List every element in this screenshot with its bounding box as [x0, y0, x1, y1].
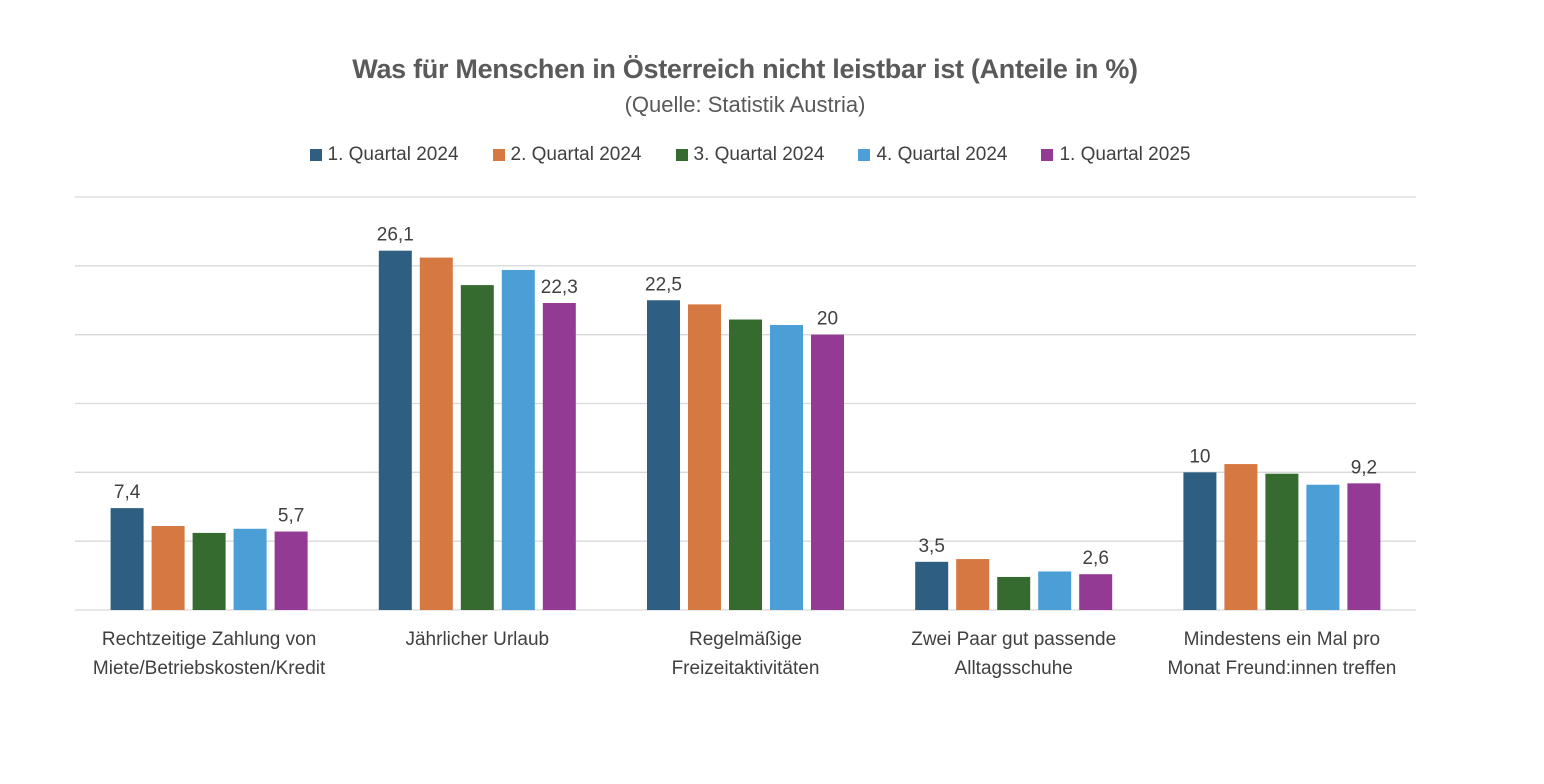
data-label: 22,5 — [645, 274, 682, 295]
data-label: 3,5 — [918, 536, 944, 557]
bar — [811, 334, 844, 610]
bar — [770, 325, 803, 610]
category-label-line: Alltagsschuhe — [955, 658, 1073, 679]
legend-swatch — [675, 149, 688, 161]
bar — [378, 250, 412, 610]
bar — [729, 319, 762, 610]
category-label: Mindestens ein Mal pro Monat Freund:innen… — [1167, 629, 1396, 679]
data-label: 10 — [1189, 446, 1210, 467]
bar — [501, 269, 535, 610]
category-label-line: Regelmäßige — [689, 629, 802, 650]
legend-item: 3. Quartal 2024 — [675, 144, 825, 166]
bar — [151, 526, 185, 610]
category-label-line: Zwei Paar gut passende — [911, 629, 1116, 650]
category-label-line: Freizeitaktivitäten — [672, 658, 820, 679]
data-label: 5,7 — [278, 506, 304, 527]
legend-item: 1. Quartal 2025 — [1041, 144, 1190, 166]
bar — [688, 304, 721, 610]
category-label-line: Rechtzeitige Zahlung von — [102, 629, 316, 650]
legend-swatch — [492, 149, 505, 161]
chart-title: Was für Menschen in Österreich nicht lei… — [352, 54, 1138, 84]
category-label: Jährlicher Urlaub — [405, 629, 549, 650]
category-label: Regelmäßige Freizeitaktivitäten — [672, 629, 820, 679]
bar — [233, 528, 267, 610]
category-label-line: Mindestens ein Mal pro — [1184, 629, 1380, 650]
legend-item: 4. Quartal 2024 — [858, 144, 1007, 166]
data-label: 7,4 — [114, 482, 141, 503]
legend-swatch — [309, 149, 322, 161]
bar — [1306, 484, 1340, 610]
category-label-line: Monat Freund:innen treffen — [1167, 658, 1396, 679]
category-label-line: Miete/Betriebskosten/Kredit — [93, 658, 326, 679]
bar — [915, 561, 949, 610]
bar — [997, 576, 1031, 610]
bar — [460, 285, 494, 610]
bar — [1079, 574, 1113, 610]
bar — [1224, 464, 1258, 610]
bar — [1347, 483, 1381, 610]
bar — [1265, 473, 1299, 610]
bar — [1183, 472, 1217, 610]
bar — [274, 531, 308, 610]
category-label: Rechtzeitige Zahlung von Miete/Betriebsko… — [93, 629, 326, 679]
legend-label: 2. Quartal 2024 — [510, 144, 642, 165]
legend-item: 2. Quartal 2024 — [492, 144, 642, 166]
bar — [956, 559, 990, 610]
legend-swatch — [1041, 149, 1054, 161]
chart-subtitle: (Quelle: Statistik Austria) — [624, 92, 866, 117]
legend-swatch — [858, 149, 871, 161]
bar — [110, 508, 144, 610]
data-label: 2,6 — [1082, 548, 1108, 569]
bar — [1038, 571, 1072, 610]
legend-label: 3. Quartal 2024 — [693, 144, 825, 165]
data-label: 26,1 — [377, 225, 414, 246]
bar — [647, 300, 680, 610]
bar — [542, 303, 576, 610]
legend-label: 1. Quartal 2025 — [1059, 144, 1191, 165]
legend-item: 1. Quartal 2024 — [309, 144, 459, 166]
bar — [192, 532, 226, 610]
data-label: 22,3 — [541, 277, 578, 298]
data-label: 20 — [817, 309, 838, 330]
category-label: Zwei Paar gut passende Alltagsschuhe — [911, 629, 1116, 679]
category-label-line: Jährlicher Urlaub — [405, 629, 549, 650]
data-label: 9,2 — [1351, 457, 1377, 478]
legend-label: 4. Quartal 2024 — [876, 144, 1008, 165]
chart-legend: 1. Quartal 2024 2. Quartal 2024 3. Quartal… — [0, 144, 1500, 166]
legend-label: 1. Quartal 2024 — [327, 144, 459, 165]
bar — [419, 257, 453, 610]
